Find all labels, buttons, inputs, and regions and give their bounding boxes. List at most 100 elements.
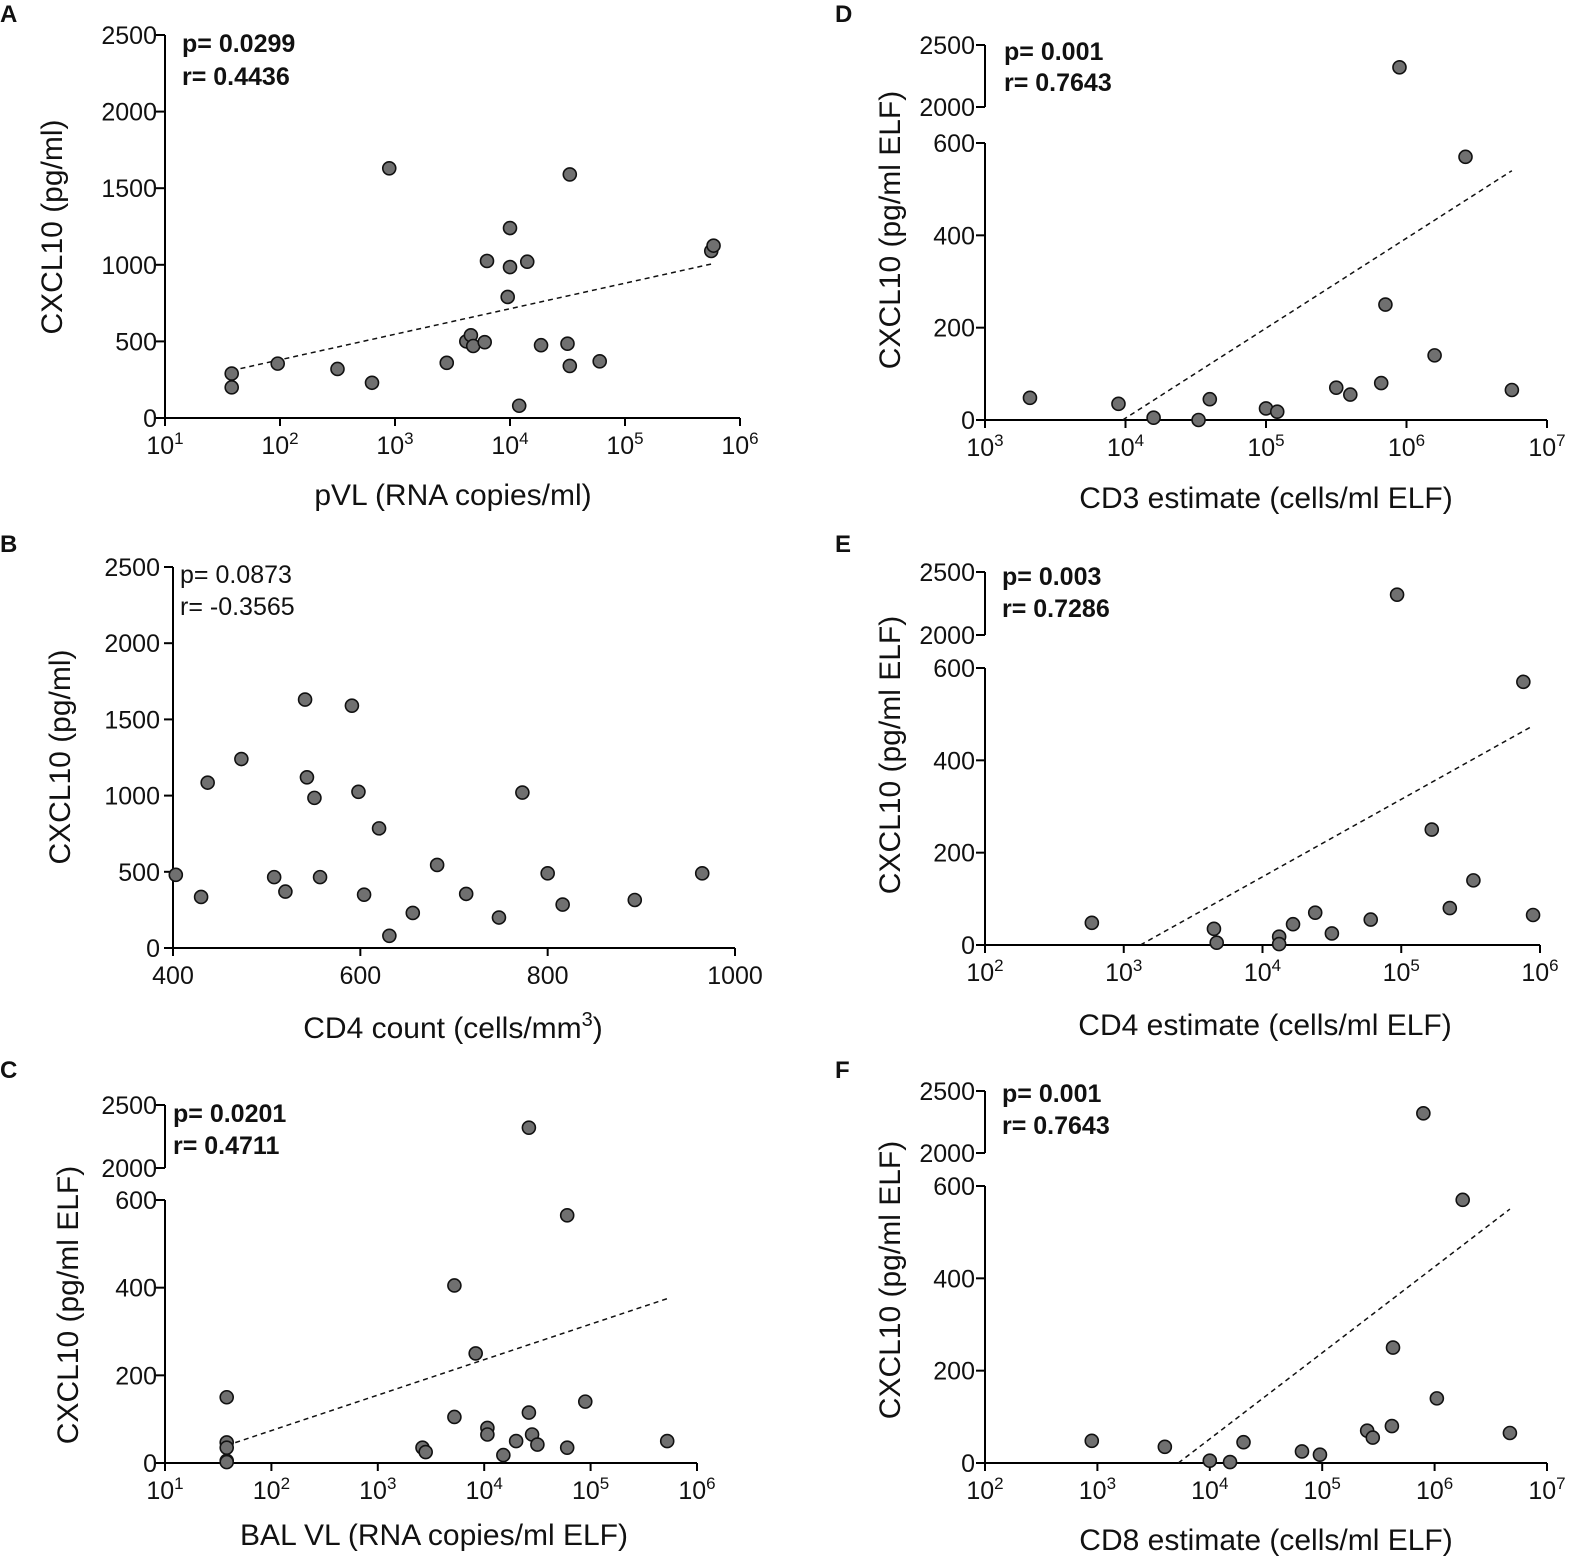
panel-d-point bbox=[1378, 297, 1393, 312]
panel-d-y-tick-label: 600 bbox=[933, 130, 975, 158]
panel-c-x-tick-label: 106 bbox=[678, 1474, 715, 1505]
panel-b-point bbox=[266, 869, 282, 885]
panel-f-x-tick-label: 106 bbox=[1416, 1474, 1453, 1505]
panel-c-point bbox=[659, 1433, 675, 1449]
panel-c-r-value: r= 0.4711 bbox=[173, 1132, 279, 1160]
panel-f-point bbox=[1502, 1425, 1518, 1441]
panel-a-point bbox=[364, 375, 380, 391]
panel-b-y-axis-label: CXCL10 (pg/ml) bbox=[44, 649, 77, 864]
panel-d-x-tick-label: 103 bbox=[966, 431, 1003, 462]
panel-e-y-tick-label: 400 bbox=[933, 747, 975, 775]
panel-f-x-tick-label: 102 bbox=[966, 1474, 1003, 1505]
panel-b-point bbox=[555, 897, 570, 912]
panel-a-point bbox=[519, 254, 535, 270]
panel-e-y-tick-label: 200 bbox=[933, 840, 975, 868]
panel-f-point bbox=[1157, 1439, 1173, 1455]
panel-b-point bbox=[299, 770, 315, 785]
panel-f-y-tick-label: 400 bbox=[933, 1265, 975, 1293]
panel-d-point bbox=[1373, 375, 1389, 391]
panel-b-x-tick-label: 400 bbox=[152, 962, 194, 990]
panel-a-point bbox=[560, 336, 575, 351]
panel-b-point bbox=[429, 857, 445, 873]
panel-e-x-tick-label: 102 bbox=[966, 956, 1003, 987]
panel-d-point bbox=[1328, 380, 1344, 395]
panel-d-point bbox=[1343, 387, 1358, 402]
panel-b-y-tick-label: 0 bbox=[146, 935, 160, 963]
panel-b-x-tick-label: 800 bbox=[527, 962, 569, 990]
panel-e-point bbox=[1466, 873, 1481, 888]
panel-a-fit-line bbox=[231, 263, 712, 372]
panel-d-y-axis-label: CXCL10 (pg/ml ELF) bbox=[874, 91, 907, 369]
panel-c-letter: C bbox=[0, 1057, 17, 1084]
panel-a-x-tick-label: 103 bbox=[376, 429, 413, 460]
panel-c-point bbox=[219, 1440, 235, 1455]
panel-e-point bbox=[1307, 905, 1323, 920]
panel-f-point bbox=[1384, 1418, 1400, 1434]
panel-b-point bbox=[491, 910, 507, 925]
panel-b-x-tick-label: 600 bbox=[339, 962, 381, 990]
panel-f-y-tick-label: 200 bbox=[933, 1358, 975, 1386]
panel-d-x-tick-label: 104 bbox=[1107, 431, 1144, 462]
panel-c-y-tick-label: 200 bbox=[115, 1362, 157, 1390]
panel-a-point bbox=[562, 167, 578, 182]
panel-f-r-value: r= 0.7643 bbox=[1002, 1112, 1110, 1140]
panel-b-point bbox=[382, 928, 397, 944]
panel-f-point bbox=[1385, 1340, 1401, 1355]
panel-f-point bbox=[1365, 1430, 1381, 1445]
panel-a-x-tick-label: 101 bbox=[146, 429, 183, 460]
panel-a-point bbox=[224, 366, 239, 381]
panel-e-point bbox=[1209, 935, 1225, 950]
panel-c-x-tick-label: 105 bbox=[572, 1474, 609, 1505]
panel-f-point bbox=[1202, 1453, 1218, 1468]
panel-c-point bbox=[530, 1437, 545, 1452]
panel-d-point bbox=[1022, 390, 1038, 406]
panel-b-point bbox=[458, 886, 474, 902]
panel-e-point bbox=[1442, 900, 1458, 916]
panel-a-point bbox=[706, 238, 721, 253]
panel-e-p-value: p= 0.003 bbox=[1002, 563, 1101, 591]
panel-a-point bbox=[592, 354, 608, 369]
panel-b-p-value: p= 0.0873 bbox=[180, 561, 292, 589]
panel-c-y-tick-label: 2500 bbox=[101, 1092, 157, 1120]
panel-a-point bbox=[511, 398, 527, 414]
panel-a-point bbox=[330, 361, 345, 377]
panel-e-fit-line bbox=[1140, 725, 1534, 946]
panel-c-x-tick-label: 101 bbox=[146, 1474, 183, 1505]
panel-d-x-tick-label: 107 bbox=[1528, 431, 1565, 462]
panel-b: B 400 600 800 1000 0 500 1000 1500 2000 2500 CD4 co… bbox=[0, 531, 763, 1045]
panel-b-y-tick-label: 2000 bbox=[104, 630, 160, 658]
panel-a-point bbox=[502, 259, 518, 275]
panel-d-x-tick-label: 106 bbox=[1388, 431, 1425, 462]
panel-f-letter: F bbox=[835, 1057, 850, 1084]
panel-f-point bbox=[1084, 1433, 1100, 1449]
panel-b-point bbox=[515, 785, 530, 800]
panel-a-point bbox=[502, 220, 518, 236]
panel-c-point bbox=[559, 1208, 575, 1223]
panel-e-y-tick-label: 0 bbox=[961, 932, 975, 960]
panel-a-x-tick-label: 102 bbox=[261, 429, 298, 460]
panel-c-point bbox=[521, 1405, 537, 1420]
panel-e: E 102 103 104 105 106 0 200 400 600 2000 2500 CD4 es… bbox=[835, 531, 1559, 1042]
panel-d-point bbox=[1146, 410, 1161, 425]
panel-e-letter: E bbox=[835, 531, 851, 558]
panel-a-point bbox=[270, 356, 286, 371]
panel-b-y-tick-label: 1000 bbox=[104, 783, 160, 811]
panel-f-y-tick-label: 2500 bbox=[919, 1078, 975, 1106]
panel-d-y-tick-label: 2000 bbox=[919, 94, 975, 122]
panel-d-point bbox=[1427, 348, 1442, 363]
panel-f-x-axis-label: CD8 estimate (cells/ml ELF) bbox=[1079, 1524, 1452, 1557]
panel-a-y-axis-label: CXCL10 (pg/ml) bbox=[36, 119, 69, 334]
panel-e-y-axis-label: CXCL10 (pg/ml ELF) bbox=[874, 616, 907, 894]
panel-d: D 103 104 105 106 107 0 200 400 600 2000 2500 CD3 es… bbox=[835, 1, 1566, 515]
panel-b-letter: B bbox=[0, 531, 17, 558]
panel-b-point bbox=[694, 866, 710, 881]
panel-e-point bbox=[1206, 921, 1222, 937]
panel-c-y-tick-label: 0 bbox=[143, 1450, 157, 1478]
panel-d-point bbox=[1191, 412, 1206, 428]
panel-c-point bbox=[496, 1447, 511, 1463]
panel-c: C 101 102 103 104 105 106 0 200 400 600 2000 2500 BAL… bbox=[0, 1057, 716, 1552]
panel-c-point bbox=[559, 1440, 575, 1455]
panel-b-y-tick-label: 500 bbox=[118, 859, 160, 887]
panel-c-point bbox=[219, 1389, 235, 1405]
panel-b-point bbox=[168, 867, 184, 883]
